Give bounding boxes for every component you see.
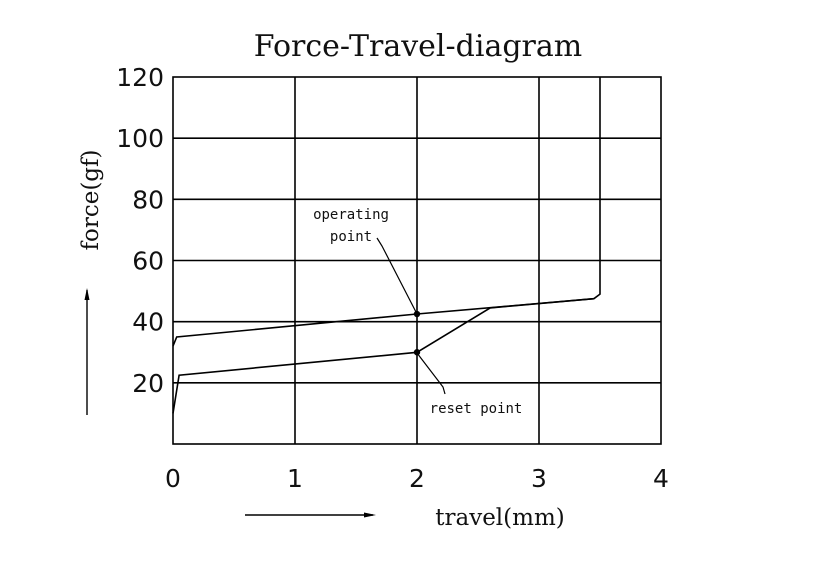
- x-tick-label: 0: [165, 464, 181, 493]
- y-tick-label: 80: [132, 185, 164, 214]
- reset-point-label: reset point: [430, 401, 523, 417]
- x-tick-label: 4: [653, 464, 669, 493]
- reset-point-leader: [416, 352, 446, 395]
- y-tick-label: 60: [132, 247, 164, 276]
- x-tick-labels: 0 1 2 3 4: [165, 464, 669, 493]
- x-tick-label: 3: [531, 464, 547, 493]
- y-tick-label: 20: [132, 369, 164, 398]
- y-axis-arrow: [84, 288, 90, 415]
- operating-point-label-line1: operating: [313, 207, 389, 223]
- x-axis-arrow: [245, 512, 376, 518]
- release-curve: [172, 297, 594, 414]
- chart-title: Force-Travel-diagram: [254, 29, 582, 64]
- reset-point-marker: [413, 349, 421, 356]
- x-axis-label: travel(mm): [435, 505, 564, 531]
- y-tick-labels: 20 40 60 80 100 120: [116, 63, 164, 398]
- x-tick-label: 2: [409, 464, 425, 493]
- markers: [413, 310, 421, 356]
- y-axis-label: force(gf): [78, 149, 104, 250]
- y-tick-label: 100: [116, 124, 164, 153]
- y-tick-label: 40: [132, 308, 164, 337]
- y-tick-label: 120: [116, 63, 164, 92]
- curves: [172, 77, 601, 414]
- x-tick-label: 1: [287, 464, 303, 493]
- operating-point-label-line2: point: [330, 229, 372, 245]
- grid: [172, 76, 662, 445]
- operating-point-marker: [413, 310, 421, 318]
- operating-point-leader: [376, 237, 418, 315]
